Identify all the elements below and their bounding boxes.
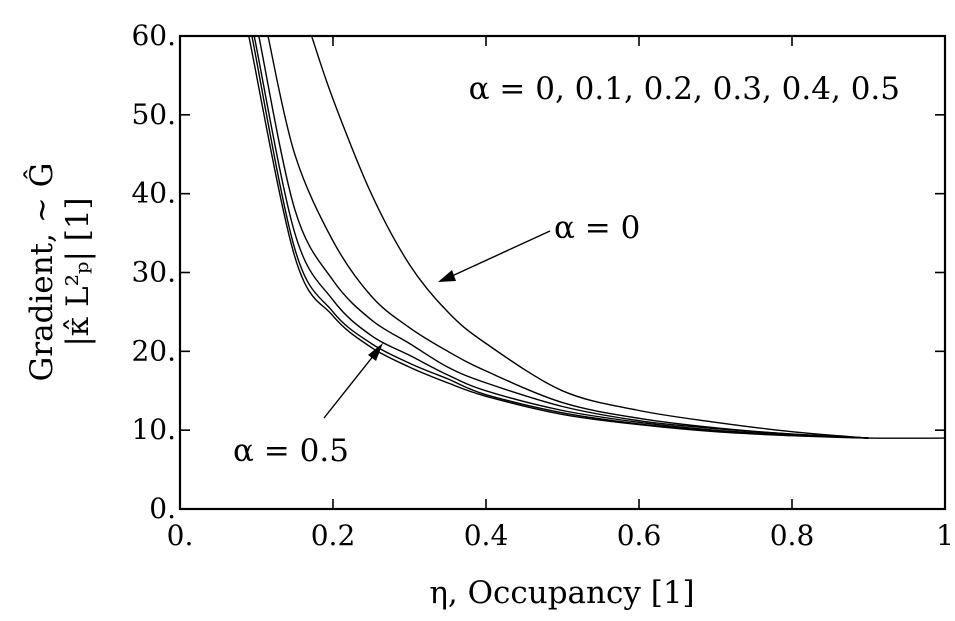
annotation-alpha-half: α = 0.5	[233, 433, 349, 469]
x-axis-title: η, Occupancy [1]	[429, 575, 694, 611]
y-axis-title-line1: Gradient, ∼ Ĝ	[22, 163, 60, 382]
x-tick-label: 0.2	[311, 519, 356, 552]
x-tick-label: 0.4	[464, 519, 509, 552]
tick-labels: 0. 0.2 0.4 0.6 0.8 10.10.20.30.40.50.60.	[131, 19, 953, 552]
annotation-alpha-list: α = 0, 0.1, 0.2, 0.3, 0.4, 0.5	[469, 71, 900, 107]
ticks	[179, 35, 946, 510]
y-axis-title-line2: |κ̂ L²ₚ| [1]	[60, 197, 96, 346]
arrow-alpha-half-line	[323, 354, 375, 419]
y-tick-label: 40.	[131, 177, 176, 210]
y-tick-label: 50.	[131, 98, 176, 131]
x-tick-label: 1	[936, 519, 954, 552]
y-tick-label: 0.	[149, 492, 176, 525]
curves	[248, 35, 946, 439]
series-line-4	[251, 35, 869, 439]
x-tick-label: 0.6	[617, 519, 662, 552]
y-axis-title: Gradient, ∼ Ĝ |κ̂ L²ₚ| [1]	[22, 163, 96, 382]
y-tick-label: 10.	[131, 413, 176, 446]
y-tick-label: 60.	[131, 19, 176, 52]
x-tick-label: 0.8	[770, 519, 815, 552]
x-tick-label: 0.	[167, 519, 194, 552]
y-tick-label: 20.	[131, 334, 176, 367]
arrow-alpha-zero-line	[451, 230, 551, 277]
series-line-2	[258, 35, 869, 439]
arrow-alpha-zero-head	[438, 270, 456, 282]
series-line-5	[248, 35, 946, 439]
series-line-1	[267, 35, 869, 439]
series-line-3	[253, 35, 869, 439]
series-line-0	[310, 35, 869, 439]
annotation-alpha-zero: α = 0	[554, 210, 640, 246]
arrow-alpha-half-head	[368, 343, 383, 361]
y-tick-label: 30.	[131, 256, 176, 289]
